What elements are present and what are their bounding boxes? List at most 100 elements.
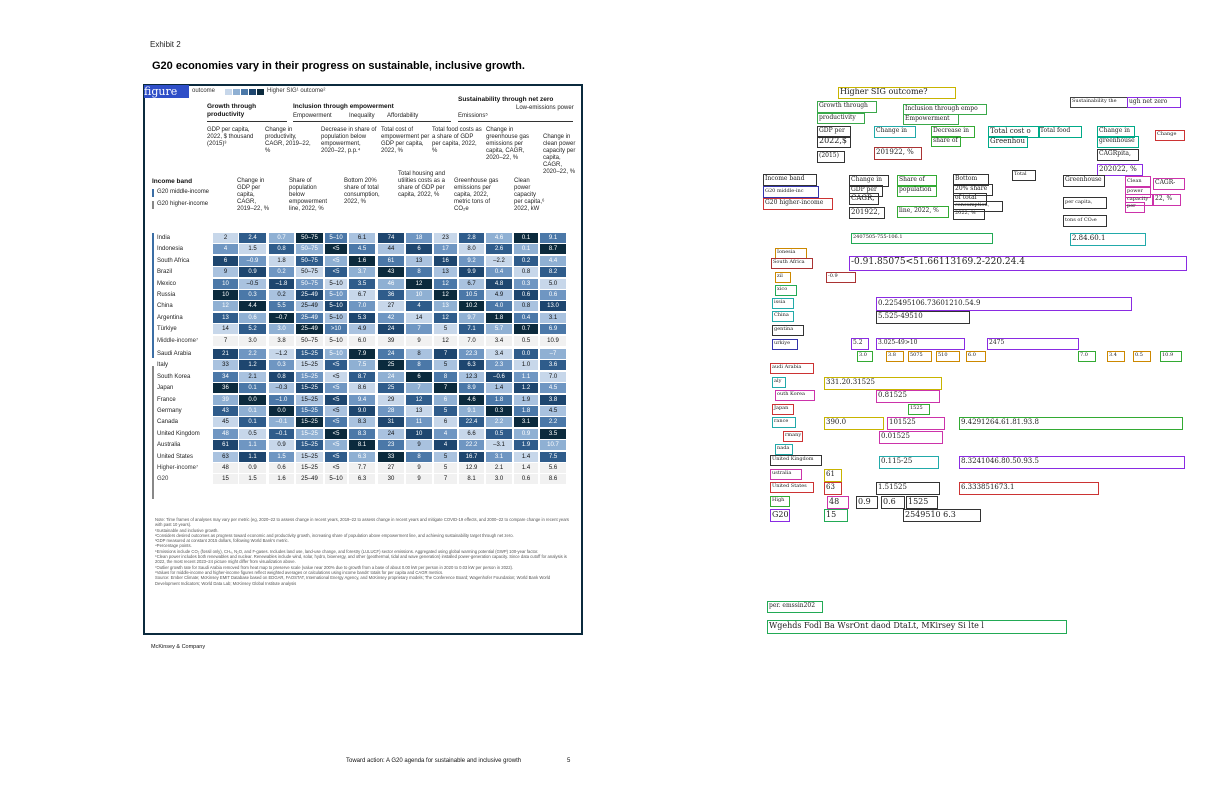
col-header-housing: Total housing and utilities costs as a s… [398,171,446,198]
ocr-box: Total [1012,170,1036,181]
table-cell: 3.5 [349,278,375,289]
table-cell: 8.2 [540,267,566,278]
table-cell: <5 [325,406,347,416]
table-cell: –2.2 [486,255,512,266]
table-cell: –3.1 [486,440,512,451]
table-cell: 0.4 [486,267,512,278]
table-cell: 43 [378,267,404,278]
report-footer: Toward action: A G20 agenda for sustaina… [346,758,522,764]
ocr-box: gentina [772,325,804,336]
table-cell: 12 [434,290,457,300]
row-label: Japan [157,385,174,392]
table-cell: 8.3 [349,428,375,439]
table-cell: 36 [213,383,238,394]
income-middle-marker [152,189,154,197]
table-cell: 8.6 [540,474,566,485]
legend-lower-label: outcome [192,88,216,94]
ocr-box: 10.9 [1160,351,1182,362]
table-cell: 9.1 [459,406,484,416]
table-cell: 10 [406,428,432,439]
table-cell: 5.2 [239,324,266,335]
table-cell: 9.2 [459,255,484,266]
table-cell: 3.0 [269,324,294,335]
table-cell: 10 [213,278,238,289]
table-cell: 5 [434,406,457,416]
table-cell: 1.8 [269,255,294,266]
table-cell: 0.1 [514,233,538,243]
table-cell: 1.8 [514,406,538,416]
table-cell: 4.6 [486,233,512,243]
ocr-box: 202022, % [1097,164,1143,176]
table-cell: 4.9 [349,324,375,335]
table-cell: 3.1 [540,312,566,323]
table-cell: 50–75 [296,335,323,346]
table-cell: 2.2 [486,417,512,428]
table-cell: 0.9 [514,428,538,439]
table-cell: 6.3 [349,451,375,462]
ocr-box: 0.81525 [876,390,940,403]
row-label: France [157,396,176,403]
inclusion-rule [293,121,451,122]
group-growth: Growth through productivity [207,103,257,118]
table-cell: 0.9 [269,440,294,451]
table-cell: 4 [406,301,432,312]
table-cell: 8.7 [540,244,566,255]
table-cell: 22.3 [459,349,484,359]
table-cell: <5 [325,371,347,382]
table-cell: 5.7 [486,324,512,335]
table-cell: 6.0 [349,335,375,346]
ocr-box: Higher SIG outcome? [838,87,956,99]
ocr-box: share of [931,136,961,147]
ocr-box: urkiye [772,339,798,350]
table-cell: 25 [378,360,404,371]
table-cell: 7.0 [349,301,375,312]
table-cell: 0.2 [269,267,294,278]
ocr-box: 61 [824,469,842,482]
subgroup-lowemissions: Low-emissions power [516,105,574,111]
table-cell: 2.8 [459,233,484,243]
table-cell: 15–25 [296,440,323,451]
table-cell: 3.4 [486,335,512,346]
legend-swatch [249,89,256,95]
table-cell: 4.4 [540,255,566,266]
table-cell: 25–49 [296,474,323,485]
table-cell: –1.2 [269,349,294,359]
table-cell: 12 [434,335,457,346]
table-cell: 12 [406,278,432,289]
table-cell: 10.2 [459,301,484,312]
figure-panel: outcome Higher SIG¹ outcome² Growth thro… [143,84,583,635]
table-cell: 25 [378,383,404,394]
table-cell: 22.2 [459,440,484,451]
ocr-box: 0.5 [1133,351,1151,362]
col-header-bottom20: Bottom 20% share of total consumption, 2… [344,178,380,205]
row-label: South Korea [157,373,191,380]
table-cell: 1.1 [239,440,266,451]
table-cell: 74 [378,233,404,243]
table-cell: >10 [325,324,347,335]
ocr-box: Wgehds Fodl Ba WsrOnt daod DtaLt, MKirse… [767,620,1067,634]
table-cell: 1.8 [486,312,512,323]
table-cell: 9 [406,474,432,485]
table-cell: 33 [213,360,238,371]
table-cell: <5 [325,255,347,266]
table-cell: 3.4 [486,349,512,359]
subgroup-affordability: Affordability [387,113,419,119]
table-cell: 1.2 [514,383,538,394]
table-cell: 5.0 [540,278,566,289]
table-cell: 42 [378,312,404,323]
ocr-box: 2022, % [953,209,985,220]
col-header-gdp-change: Change in GDP per capita, CAGR, 2019–22,… [237,178,270,212]
table-cell: 13 [434,301,457,312]
table-cell: 0.8 [269,371,294,382]
ocr-box: 0.225495106.73601210.54.9 [876,297,1132,311]
table-cell: 44 [378,244,404,255]
table-cell: 46 [378,278,404,289]
table-cell: 8.1 [459,474,484,485]
ocr-box: issia [772,298,794,309]
ocr-box: Total cost o [988,126,1040,138]
table-cell: 28 [378,406,404,416]
ocr-box: ustralia [770,469,802,480]
table-cell: 22.4 [459,417,484,428]
table-cell: 5–10 [325,290,347,300]
row-label: India [157,235,171,241]
